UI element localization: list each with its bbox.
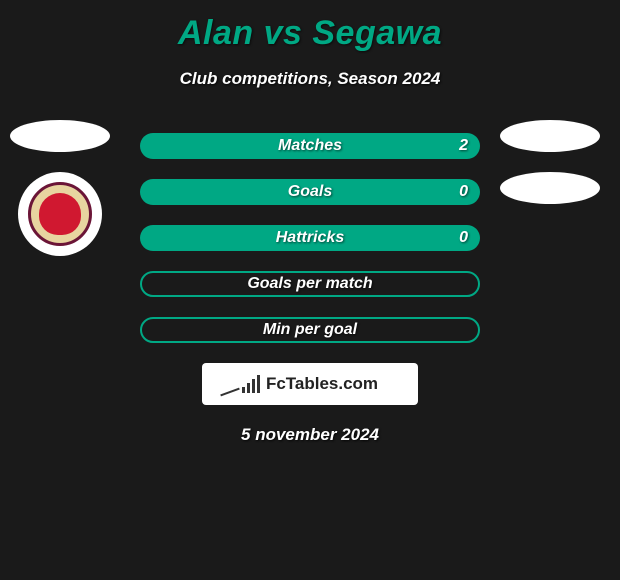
stat-row: Goals 0	[140, 179, 480, 205]
watermark-text: FcTables.com	[266, 374, 378, 394]
club-crest-icon	[28, 182, 92, 246]
stat-value: 0	[459, 183, 468, 201]
stat-row: Min per goal	[140, 317, 480, 343]
chart-icon	[242, 375, 260, 393]
lion-icon	[39, 193, 81, 235]
player-placeholder-icon	[500, 120, 600, 152]
right-player-badges	[500, 120, 600, 224]
stat-value: 0	[459, 229, 468, 247]
stat-label: Hattricks	[276, 229, 344, 247]
stat-row: Hattricks 0	[140, 225, 480, 251]
page-subtitle: Club competitions, Season 2024	[0, 69, 620, 89]
stat-value: 2	[459, 137, 468, 155]
club-badge-left	[18, 172, 102, 256]
stat-row: Goals per match	[140, 271, 480, 297]
stat-row: Matches 2	[140, 133, 480, 159]
player-placeholder-icon	[10, 120, 110, 152]
stat-label: Matches	[278, 137, 342, 155]
stat-label: Min per goal	[263, 321, 357, 339]
stat-label: Goals	[288, 183, 332, 201]
club-placeholder-icon	[500, 172, 600, 204]
left-player-badges	[10, 120, 110, 256]
watermark: FcTables.com	[202, 363, 418, 405]
page-title: Alan vs Segawa	[0, 0, 620, 53]
stats-table: Matches 2 Goals 0 Hattricks 0 Goals per …	[140, 133, 480, 343]
stat-label: Goals per match	[247, 275, 372, 293]
date-text: 5 november 2024	[0, 425, 620, 445]
